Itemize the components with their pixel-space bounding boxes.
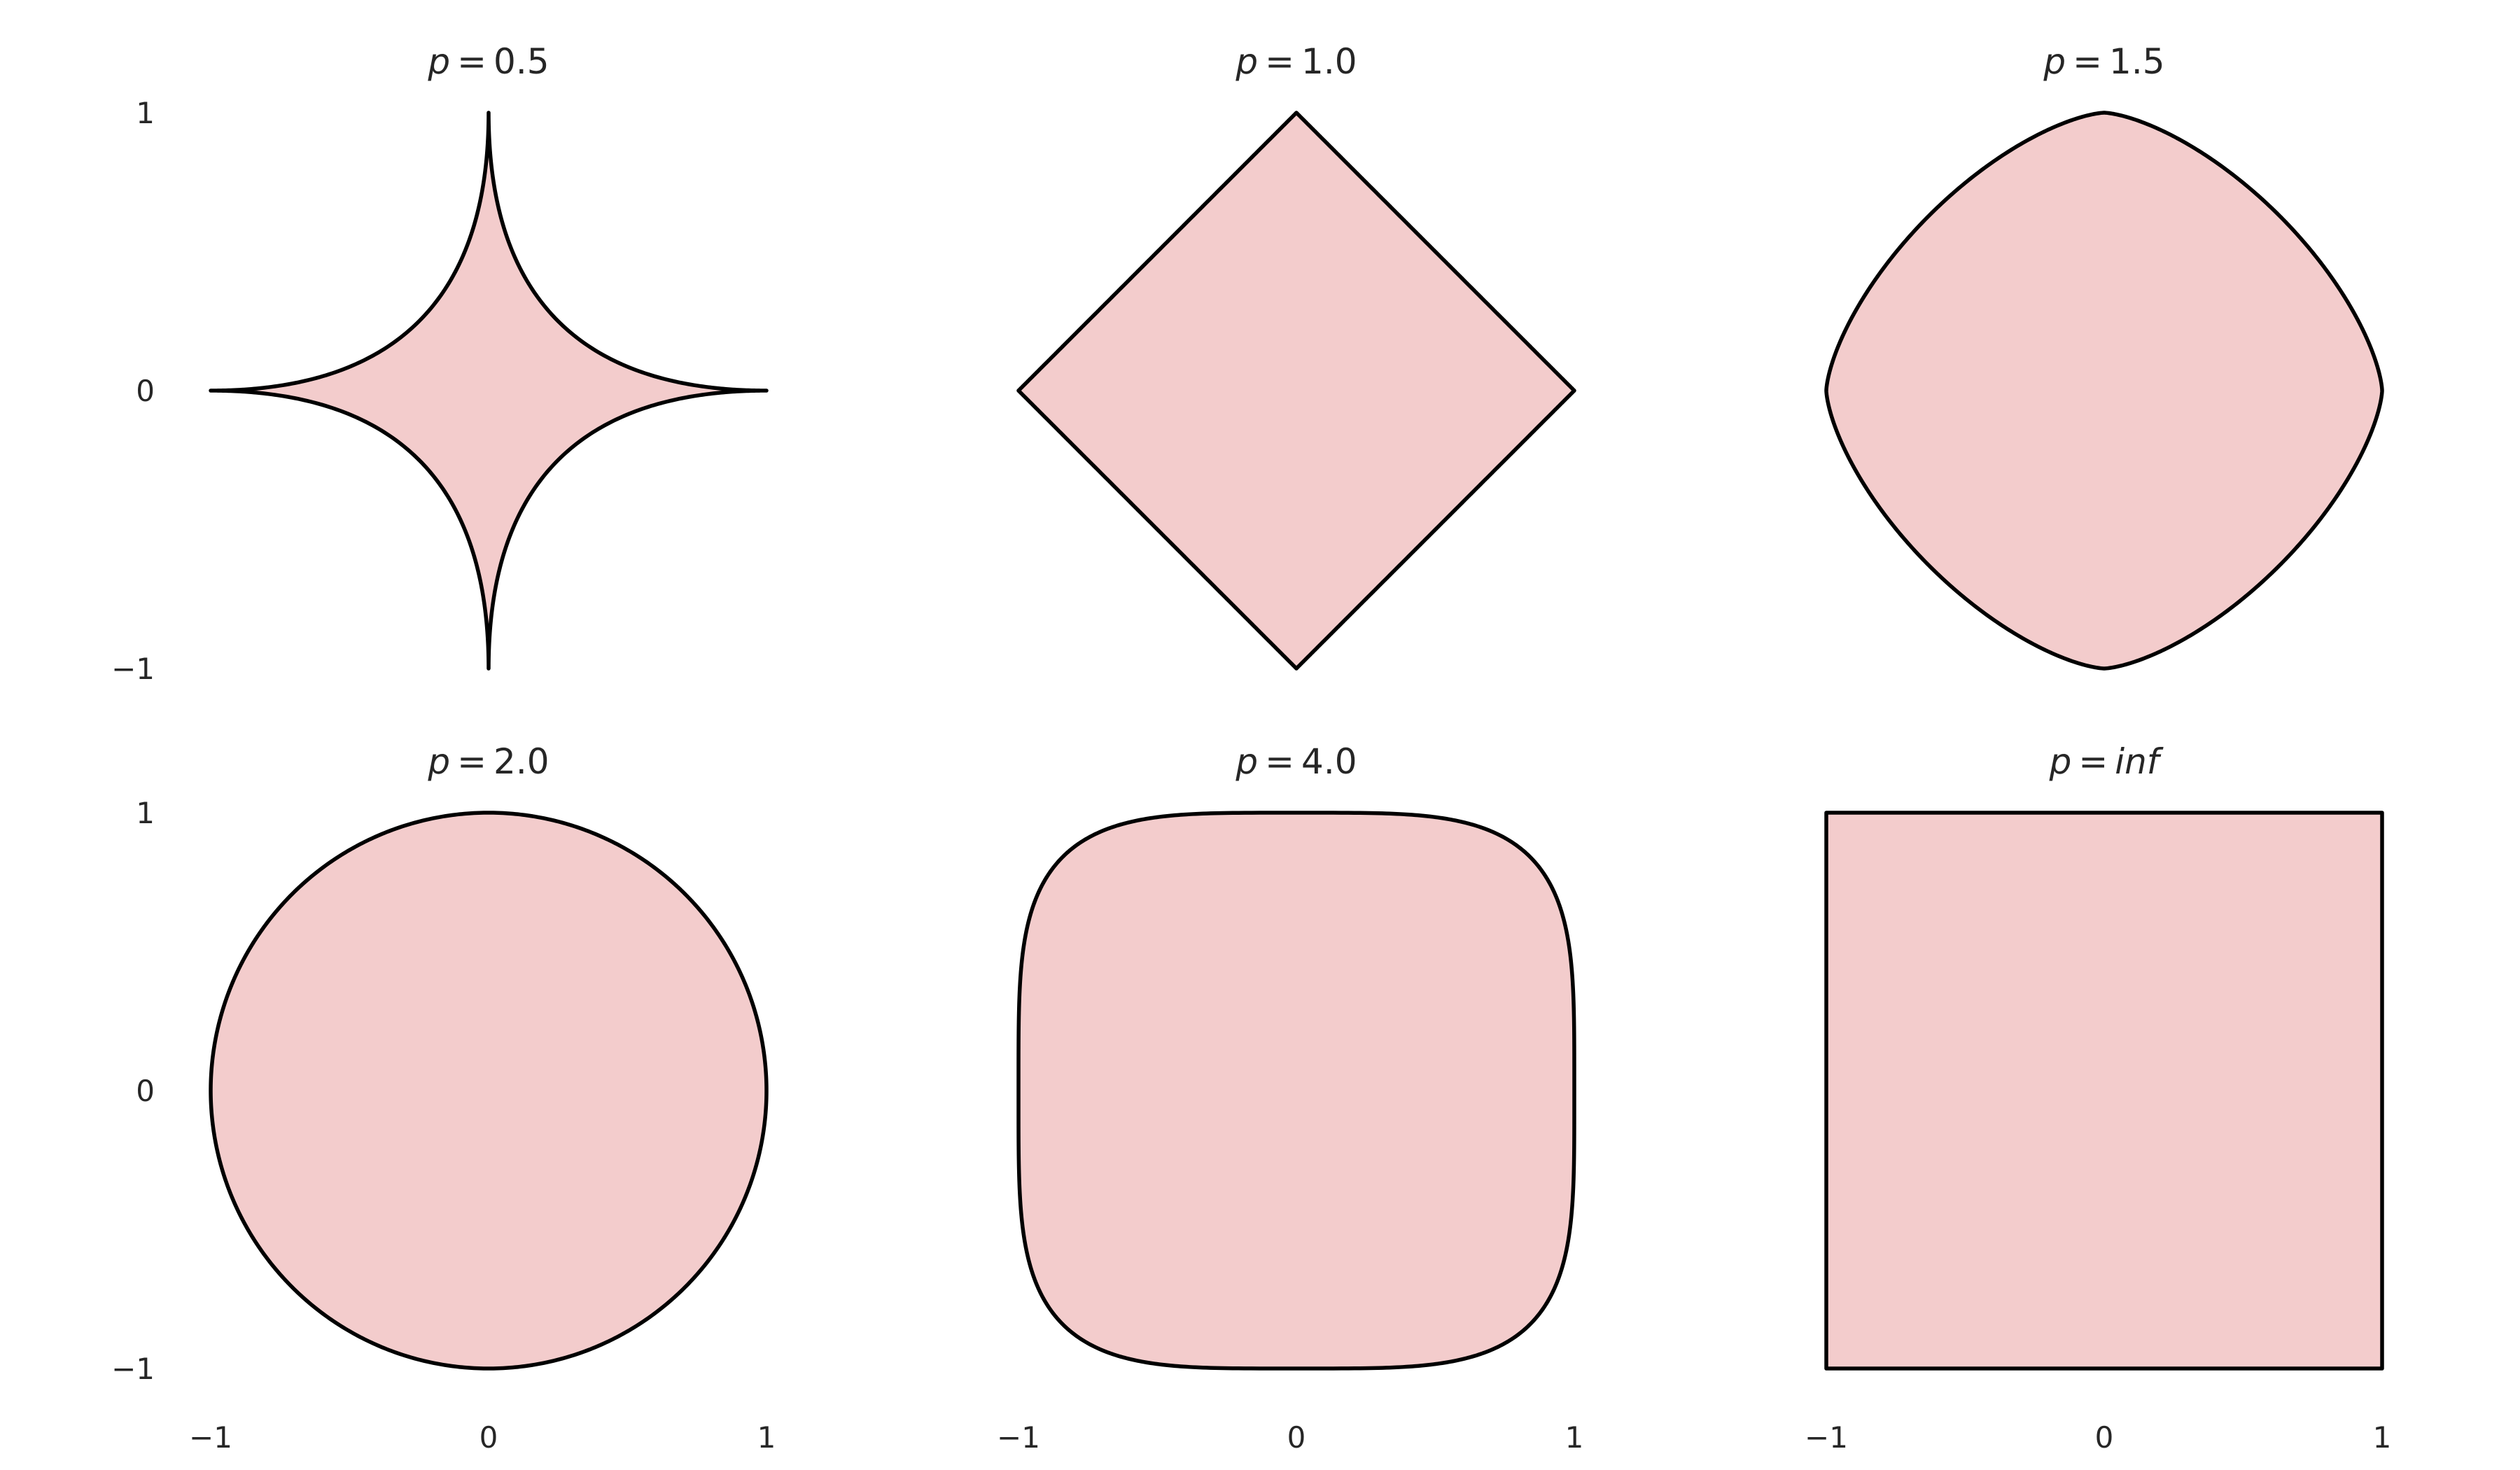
y-tick-label: 0 (136, 374, 155, 408)
x-tick-label: 0 (2095, 1420, 2114, 1455)
panel-6: p = inf −1 0 1 (1805, 741, 2391, 1455)
panel-title: p = 2.0 (427, 741, 549, 782)
panel-title: p = 0.5 (427, 41, 549, 82)
panel-title-value: 1.0 (1301, 41, 1357, 82)
panel-title-variable: p (427, 41, 450, 82)
panel-3: p = 1.5 (1824, 41, 2384, 671)
panel-title-equals: = (1258, 41, 1301, 82)
x-tick-label: 0 (479, 1420, 498, 1455)
panel-title-equals: = (2066, 41, 2109, 82)
x-tick-label: 0 (1287, 1420, 1306, 1455)
y-tick-label: −1 (111, 652, 155, 686)
panel-title: p = 1.5 (2043, 41, 2164, 82)
y-tick-label: 1 (136, 796, 155, 830)
panel-title-variable: p (1235, 41, 1258, 82)
panel-title-value: 2.0 (493, 741, 550, 782)
x-tick-label: −1 (189, 1420, 232, 1455)
panel-title-value: inf (2115, 741, 2164, 782)
panel-title: p = 1.0 (1235, 41, 1357, 82)
unit-ball-shape (1016, 811, 1576, 1371)
unit-ball-shape (1824, 111, 2384, 671)
panel-title-equals: = (2071, 741, 2115, 782)
panel-title-variable: p (1235, 741, 1258, 782)
unit-ball-shape (1824, 811, 2384, 1371)
panel-5: p = 4.0 −1 0 1 (997, 741, 1583, 1455)
panel-2: p = 1.0 (1016, 41, 1576, 671)
unit-ball-shape (209, 811, 769, 1371)
x-tick-label: −1 (1805, 1420, 1848, 1455)
y-tick-label: 1 (136, 96, 155, 130)
unit-ball-shape (1016, 111, 1576, 671)
panel-4: p = 2.0 −1 0 1 −1 0 1 (111, 741, 776, 1455)
x-tick-label: 1 (2373, 1420, 2392, 1455)
x-tick-label: −1 (997, 1420, 1040, 1455)
panel-title: p = 4.0 (1235, 741, 1357, 782)
panel-title-variable: p (2049, 741, 2072, 782)
unit-ball-shape (209, 111, 769, 671)
panel-title-equals: = (450, 41, 493, 82)
y-tick-label: 0 (136, 1074, 155, 1108)
panel-title-variable: p (427, 741, 450, 782)
panel-title-equals: = (1258, 741, 1301, 782)
panel-title-variable: p (2043, 41, 2066, 82)
panel-title-value: 4.0 (1301, 741, 1357, 782)
panel-title: p = inf (2049, 741, 2164, 782)
x-tick-label: 1 (757, 1420, 776, 1455)
x-tick-label: 1 (1565, 1420, 1584, 1455)
panel-title-equals: = (450, 741, 493, 782)
panel-1: p = 0.5 −1 0 1 (111, 41, 769, 686)
y-tick-label: −1 (111, 1352, 155, 1386)
panel-title-value: 1.5 (2109, 41, 2165, 82)
panel-title-value: 0.5 (493, 41, 550, 82)
